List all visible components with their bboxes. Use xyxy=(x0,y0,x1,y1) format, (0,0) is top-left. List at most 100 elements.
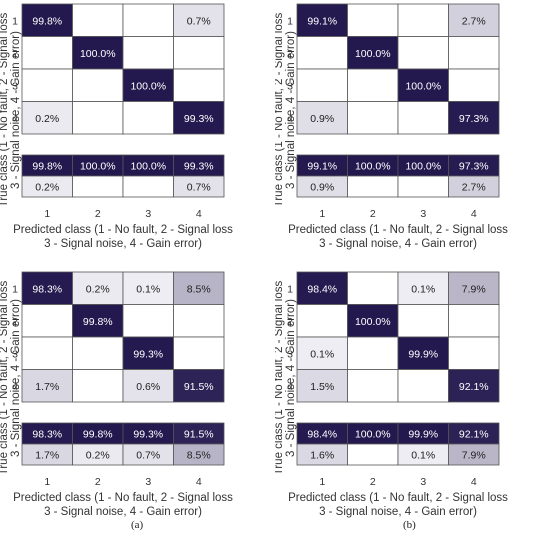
matrix-cell xyxy=(397,36,449,70)
matrix-cell xyxy=(173,271,225,305)
matrix-cell-label: 0.1% xyxy=(136,283,160,295)
matrix-cell xyxy=(347,36,399,70)
x-axis-label: 3 - Signal noise, 4 - Gain error) xyxy=(44,506,202,518)
false-discovery-label: 7.9% xyxy=(462,450,486,462)
confusion-matrix-panel-3: 98.3% 0.2% 0.1% 8.5% 99.8% 99.3% 1.7% 0.6% 91.5%… xyxy=(0,268,275,536)
matrix-cell xyxy=(296,101,348,135)
matrix-cell-label: 2.7% xyxy=(462,15,486,27)
y-tick-label: 2 xyxy=(12,48,18,60)
false-discovery-label: 0.1% xyxy=(411,450,435,462)
matrix-cell xyxy=(296,68,348,102)
y-tick-label: 1 xyxy=(12,15,18,27)
y-tick-label: 2 xyxy=(287,316,293,328)
matrix-cell xyxy=(296,36,348,70)
x-axis-label: Predicted class (1 - No fault, 2 - Signa… xyxy=(13,224,233,236)
matrix-cell xyxy=(347,101,399,135)
y-tick-label: 3 xyxy=(12,80,18,92)
matrix-cell xyxy=(173,369,225,403)
matrix-cell xyxy=(21,304,73,338)
matrix-cell-label: 99.8% xyxy=(32,15,62,27)
matrix-cell-label: 0.2% xyxy=(86,283,110,295)
x-axis-label: Predicted class (1 - No fault, 2 - Signa… xyxy=(288,492,508,504)
matrix-cell xyxy=(347,271,399,305)
matrix-cell xyxy=(173,3,225,37)
matrix-cell-label: 100.0% xyxy=(355,48,391,60)
y-axis-label: 3 - Signal noise, 4 - Gain error) xyxy=(10,31,22,189)
precision-label: 99.8% xyxy=(83,429,113,441)
y-tick-label: 3 xyxy=(12,348,18,360)
y-tick-label: 1 xyxy=(287,15,293,27)
x-tick-label: 2 xyxy=(95,476,101,488)
matrix-cell xyxy=(397,369,449,403)
confusion-matrix-panel-2: 99.1% 2.7% 100.0% 100.0% 0.9% 97.3% 1 2 3 4 99.1% 1… xyxy=(275,0,550,268)
matrix-cell xyxy=(448,3,500,37)
matrix-cell-label: 98.3% xyxy=(32,283,62,295)
matrix-cell xyxy=(296,369,348,403)
matrix-cell-label: 100.0% xyxy=(80,48,116,60)
y-tick-label: 1 xyxy=(287,283,293,295)
confusion-matrix-svg: 99.8% 0.7% 100.0% 100.0% 0.2% 99.3% 1 2 3 4 99.8% 1… xyxy=(0,3,233,250)
y-tick-label: 2 xyxy=(12,316,18,328)
false-discovery-cell xyxy=(347,443,399,466)
matrix-cell-label: 0.6% xyxy=(136,381,160,393)
matrix-cell xyxy=(448,336,500,370)
matrix-cell-label: 98.4% xyxy=(307,283,337,295)
matrix-cell xyxy=(72,336,124,370)
matrix-cell-label: 100.0% xyxy=(405,80,441,92)
x-tick-label: 1 xyxy=(319,208,325,220)
precision-label: 99.3% xyxy=(133,429,163,441)
matrix-cell-label: 100.0% xyxy=(130,80,166,92)
matrix-cell-label: 0.1% xyxy=(411,283,435,295)
x-tick-label: 2 xyxy=(370,208,376,220)
false-discovery-label: 0.9% xyxy=(310,182,334,194)
x-tick-label: 3 xyxy=(145,208,151,220)
false-discovery-cell xyxy=(448,443,500,466)
y-axis-label: True class (1 - No fault, 2 - Signal los… xyxy=(275,281,285,476)
matrix-cell xyxy=(296,304,348,338)
matrix-cell xyxy=(72,101,124,135)
confusion-matrix-svg: 98.3% 0.2% 0.1% 8.5% 99.8% 99.3% 1.7% 0.6% 91.5%… xyxy=(0,271,233,518)
matrix-cell xyxy=(448,101,500,135)
matrix-cell xyxy=(397,101,449,135)
precision-label: 92.1% xyxy=(459,429,489,441)
matrix-cell xyxy=(173,304,225,338)
matrix-cell-label: 99.1% xyxy=(307,15,337,27)
matrix-cell xyxy=(397,68,449,102)
y-tick-label: 1 xyxy=(12,283,18,295)
x-axis-label: 3 - Signal noise, 4 - Gain error) xyxy=(319,506,477,518)
matrix-cell-label: 91.5% xyxy=(184,381,214,393)
precision-label: 100.0% xyxy=(355,429,391,441)
subfigure-label-a: (a) xyxy=(131,519,144,531)
x-axis-label: 3 - Signal noise, 4 - Gain error) xyxy=(44,238,202,250)
false-discovery-cell xyxy=(397,175,449,198)
matrix-cell xyxy=(448,369,500,403)
precision-label: 100.0% xyxy=(130,161,166,173)
y-axis-label: True class (1 - No fault, 2 - Signal los… xyxy=(0,13,10,208)
x-axis-label: 3 - Signal noise, 4 - Gain error) xyxy=(319,238,477,250)
matrix-cell xyxy=(21,3,73,37)
x-tick-label: 2 xyxy=(370,476,376,488)
precision-label: 99.1% xyxy=(307,161,337,173)
matrix-cell-label: 0.7% xyxy=(187,15,211,27)
precision-label: 100.0% xyxy=(355,161,391,173)
y-tick-label: 4 xyxy=(12,113,18,125)
confusion-matrix-svg: 98.4% 0.1% 7.9%100.0%0.1% 99.9%1.5% 92.1%123… xyxy=(275,271,508,518)
matrix-cell xyxy=(122,336,174,370)
matrix-cell xyxy=(296,3,348,37)
matrix-cell-label: 99.9% xyxy=(408,348,438,360)
false-discovery-label: 0.7% xyxy=(136,450,160,462)
x-tick-label: 4 xyxy=(471,208,477,220)
x-tick-label: 4 xyxy=(196,476,202,488)
precision-label: 99.8% xyxy=(32,161,62,173)
x-tick-label: 4 xyxy=(471,476,477,488)
y-tick-label: 3 xyxy=(287,80,293,92)
matrix-cell xyxy=(448,68,500,102)
matrix-cell xyxy=(122,101,174,135)
false-discovery-cell xyxy=(72,175,124,198)
y-tick-label: 3 xyxy=(287,348,293,360)
precision-label: 97.3% xyxy=(459,161,489,173)
matrix-cell-label: 0.9% xyxy=(310,113,334,125)
matrix-cell xyxy=(72,3,124,37)
matrix-cell-label: 1.7% xyxy=(35,381,59,393)
matrix-cell xyxy=(347,3,399,37)
